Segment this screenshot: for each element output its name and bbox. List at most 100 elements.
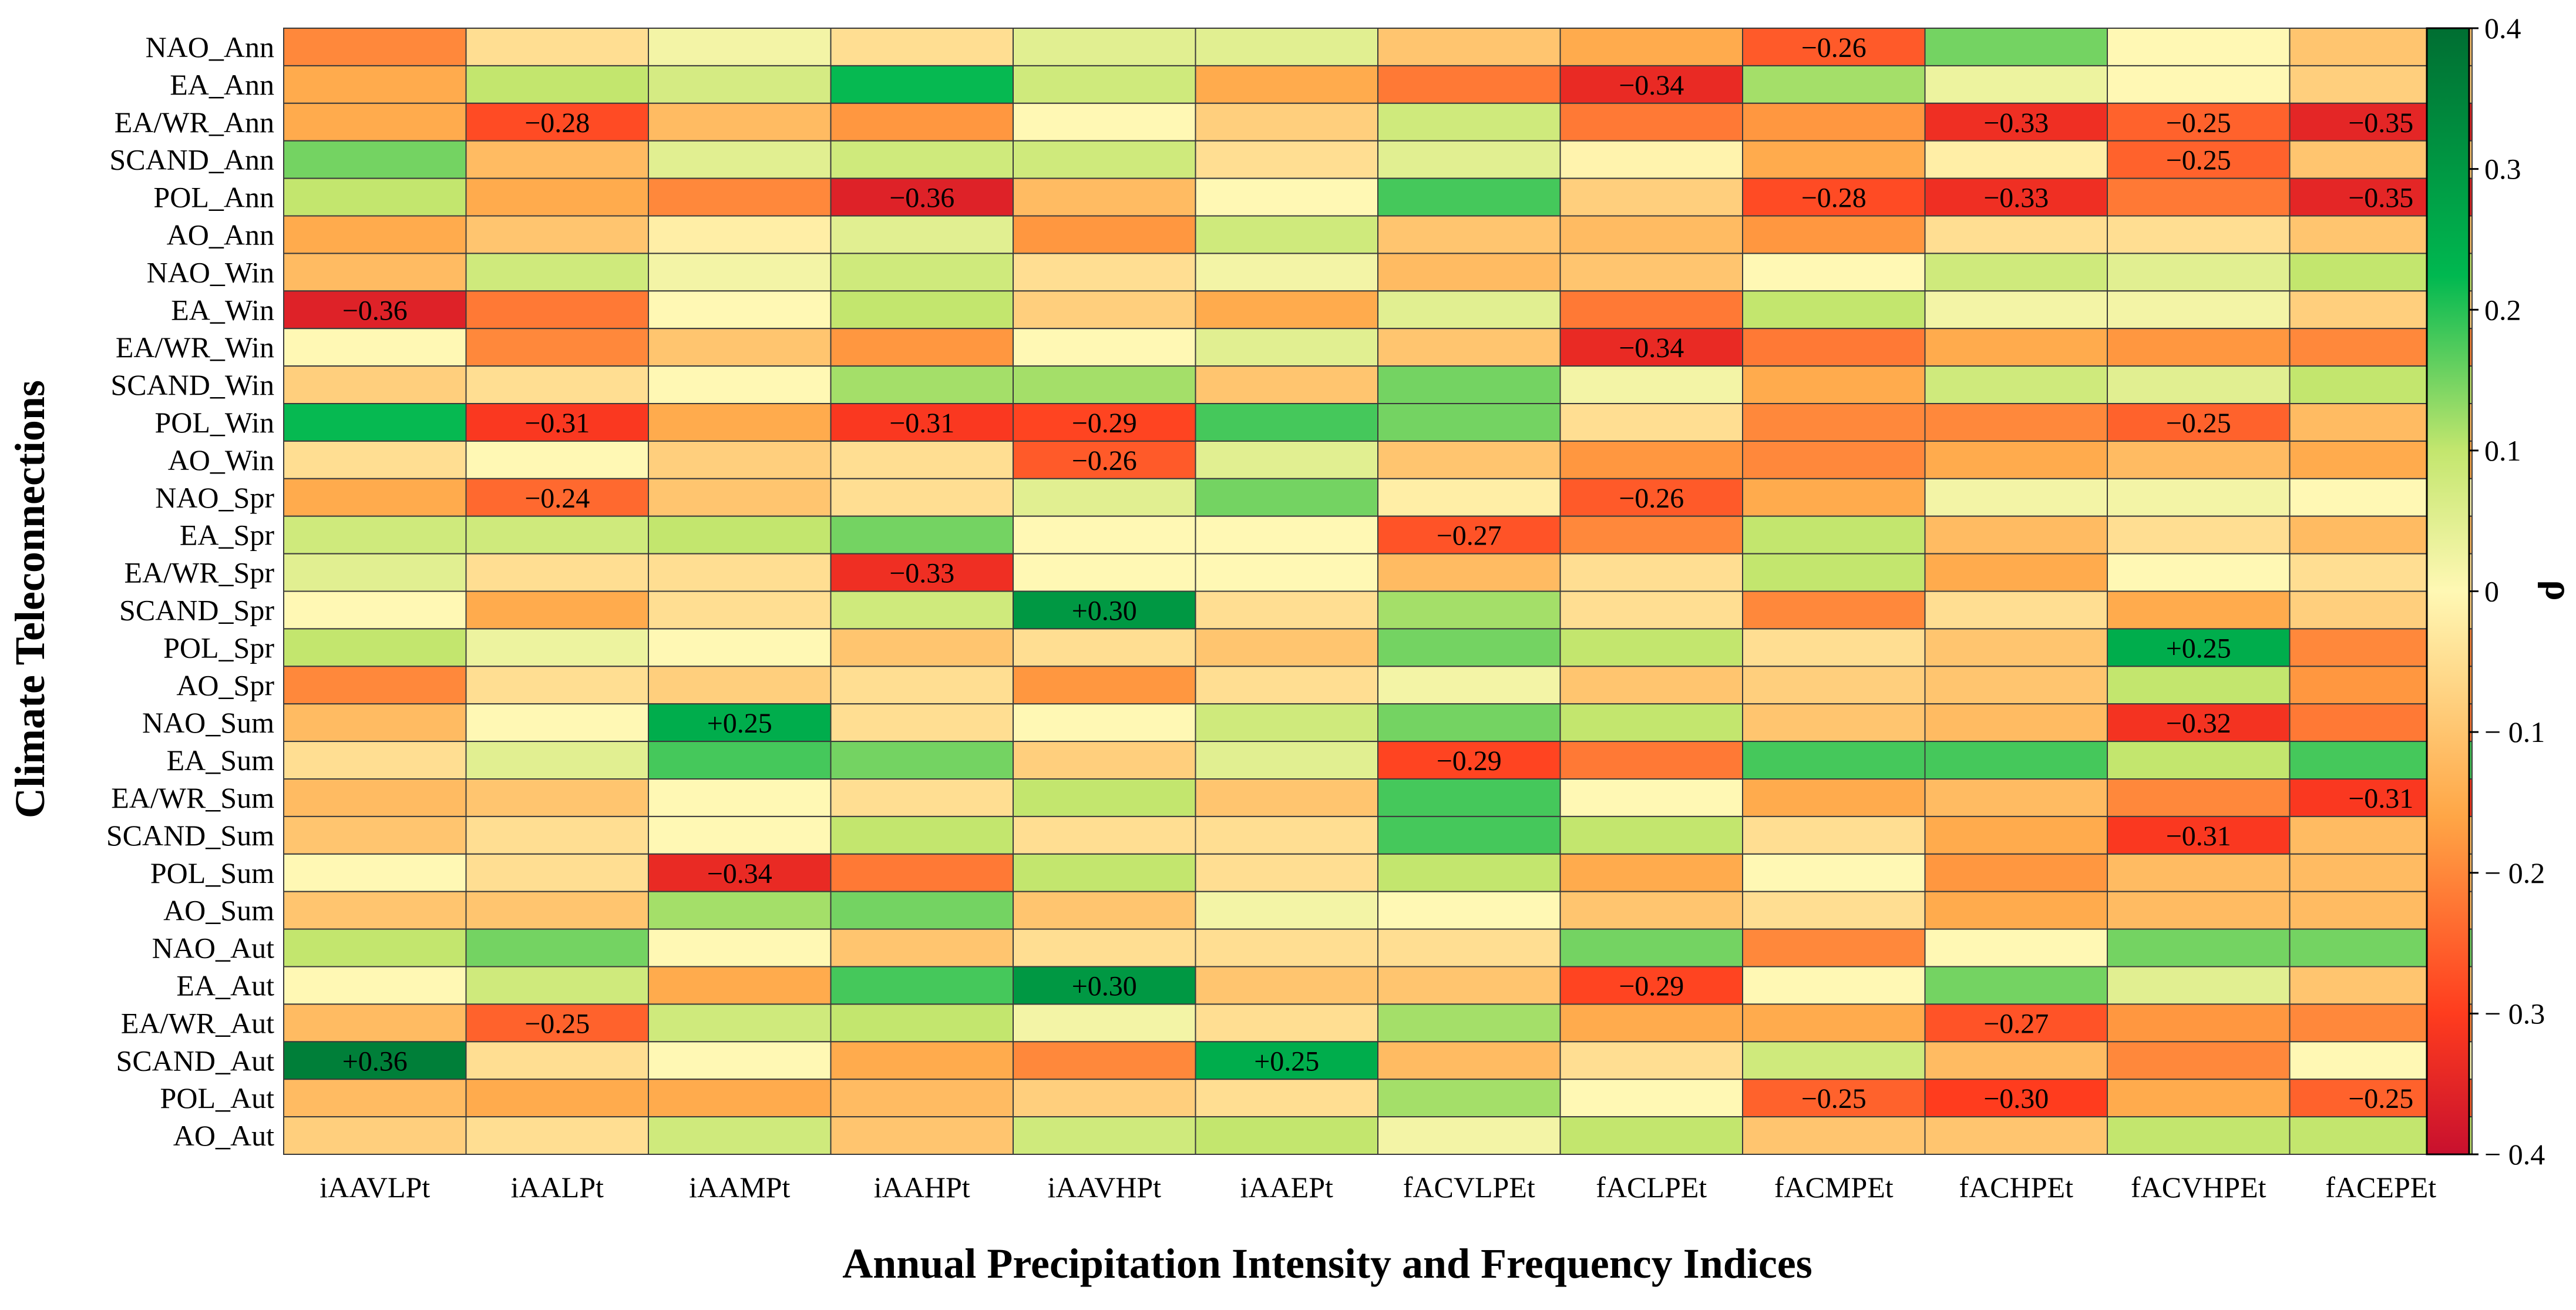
heatmap-cell [2107, 290, 2291, 330]
heatmap-cell [465, 853, 649, 892]
heatmap-cell [2107, 515, 2291, 555]
heatmap-cell [1195, 440, 1378, 479]
heatmap-cell [1559, 928, 1743, 968]
heatmap-cell [830, 328, 1014, 367]
heatmap-cell [830, 628, 1014, 667]
heatmap-cell [648, 928, 832, 968]
heatmap-cell [1559, 28, 1743, 66]
heatmap-cell [283, 28, 467, 66]
heatmap-cell [1924, 741, 2108, 780]
heatmap-cell [1742, 1041, 1926, 1080]
heatmap-cell [1742, 853, 1926, 892]
heatmap-cell [1195, 590, 1378, 630]
heatmap-cell [1559, 1116, 1743, 1155]
column-label: iAAHPt [874, 1171, 970, 1204]
heatmap-cell [1559, 253, 1743, 292]
row-label: EA_Win [171, 293, 274, 326]
heatmap-cell [2107, 28, 2291, 66]
y-axis-title: Climate Teleconnections [6, 380, 53, 818]
heatmap-cell [283, 553, 467, 592]
heatmap-cell [1195, 478, 1378, 517]
column-label: iAALPt [511, 1171, 604, 1204]
heatmap-cell [1742, 553, 1926, 592]
heatmap-cell [2107, 365, 2291, 404]
heatmap-cell [1559, 365, 1743, 404]
heatmap-cell [2107, 741, 2291, 780]
heatmap-cell [1924, 403, 2108, 442]
heatmap-cell [465, 253, 649, 292]
cell-value-label: −0.25 [2348, 1083, 2413, 1114]
row-label: POL_Sum [150, 856, 274, 889]
heatmap-cell [2107, 478, 2291, 517]
row-label: EA_Sum [167, 744, 274, 777]
heatmap-cell [1013, 853, 1196, 892]
row-label: NAO_Win [147, 256, 274, 288]
heatmap-cell [465, 1079, 649, 1118]
heatmap-cell [465, 215, 649, 254]
heatmap-cell [1742, 177, 1926, 217]
heatmap-cell [465, 65, 649, 104]
heatmap-cell [465, 703, 649, 743]
heatmap-cell [1377, 1116, 1561, 1155]
heatmap-cell [1742, 778, 1926, 817]
heatmap-cell [1742, 966, 1926, 1005]
heatmap-cell [1377, 440, 1561, 479]
heatmap-cell [1924, 1041, 2108, 1080]
heatmap-cell [1742, 328, 1926, 367]
heatmap-cell [283, 703, 467, 743]
heatmap-cell [1195, 553, 1378, 592]
heatmap-cell [1559, 1079, 1743, 1118]
heatmap-cell [283, 628, 467, 667]
heatmap-cell [465, 553, 649, 592]
heatmap-cell [283, 778, 467, 817]
heatmap-cell [648, 403, 832, 442]
cell-value-label: −0.31 [889, 408, 954, 439]
heatmap-cell [2107, 928, 2291, 968]
heatmap-cell [830, 1003, 1014, 1043]
heatmap-cell [1742, 515, 1926, 555]
heatmap-cell [1377, 778, 1561, 817]
heatmap-cell [283, 741, 467, 780]
cell-value-label: −0.31 [2166, 821, 2231, 852]
row-label: EA/WR_Win [116, 331, 274, 364]
heatmap-cell [1377, 1003, 1561, 1043]
cell-value-label: −0.34 [1619, 70, 1684, 101]
heatmap-cell [1559, 1041, 1743, 1080]
heatmap-cell [648, 328, 832, 367]
heatmap-cell [1013, 365, 1196, 404]
row-label: SCAND_Aut [116, 1044, 275, 1077]
cell-value-label: +0.30 [1072, 595, 1137, 626]
heatmap-cells [283, 28, 2473, 1155]
heatmap-cell [1013, 666, 1196, 705]
heatmap-cell [465, 1003, 649, 1043]
row-label: EA/WR_Ann [115, 106, 274, 139]
heatmap-cell [1924, 328, 2108, 367]
heatmap-cell [648, 891, 832, 930]
heatmap-cell [830, 666, 1014, 705]
heatmap-cell [1559, 853, 1743, 892]
heatmap-cell [1377, 553, 1561, 592]
cell-value-label: −0.26 [1801, 32, 1867, 63]
heatmap-cell [1013, 778, 1196, 817]
heatmap-cell [465, 140, 649, 179]
heatmap-cell [1195, 290, 1378, 330]
heatmap-cell [1559, 140, 1743, 179]
cell-value-label: −0.24 [524, 483, 590, 514]
heatmap-cell [648, 741, 832, 780]
heatmap-cell [1013, 515, 1196, 555]
heatmap-cell [1559, 328, 1743, 367]
heatmap-cell [283, 102, 467, 142]
row-label: POL_Win [154, 406, 274, 439]
heatmap-cell [1195, 966, 1378, 1005]
heatmap-cell [1195, 515, 1378, 555]
heatmap-cell [648, 1079, 832, 1118]
cell-value-label: −0.31 [524, 408, 590, 439]
heatmap-cell [1195, 741, 1378, 780]
heatmap-cell [1742, 28, 1926, 66]
heatmap-cell [1559, 440, 1743, 479]
heatmap-cell [1924, 590, 2108, 630]
cell-value-label: −0.27 [1437, 520, 1502, 552]
heatmap-cell [1924, 815, 2108, 855]
row-label: SCAND_Ann [109, 143, 274, 176]
heatmap-cell [1013, 478, 1196, 517]
